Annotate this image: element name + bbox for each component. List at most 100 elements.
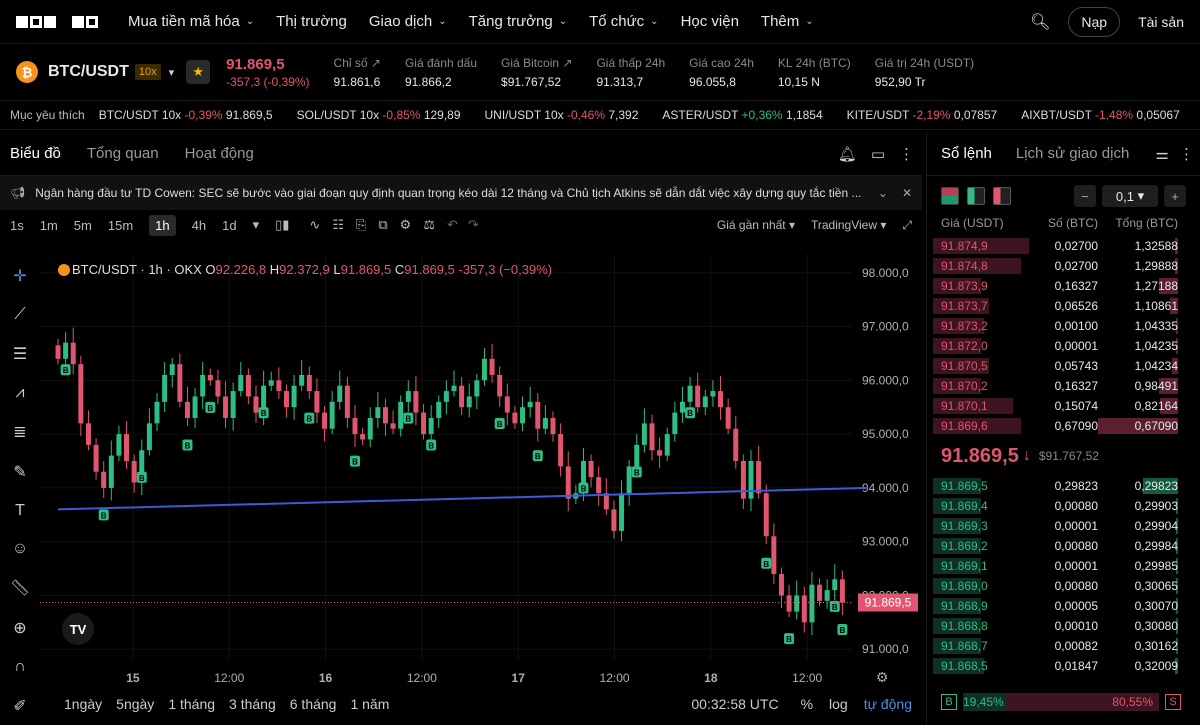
- tab-overview[interactable]: Tổng quan: [86, 145, 159, 162]
- nav-item-4[interactable]: Tổ chức ⌄: [589, 13, 658, 30]
- nav-item-5[interactable]: Học viện: [681, 13, 739, 30]
- lock-pencil-icon[interactable]: ✐: [13, 698, 27, 715]
- ruler-icon[interactable]: 📏︎: [9, 580, 31, 597]
- trendline-icon[interactable]: ⟋: [14, 306, 26, 323]
- deposit-button[interactable]: Nạp: [1068, 6, 1121, 37]
- view-bids-icon[interactable]: [967, 187, 985, 205]
- chevron-down-icon[interactable]: ⌄: [877, 186, 888, 200]
- step-select[interactable]: 0,1 ▾: [1102, 185, 1158, 207]
- more-icon[interactable]: ⋮: [899, 145, 914, 163]
- favorite-item[interactable]: BTC/USDT 10x -0,39% 91.869,5: [99, 108, 273, 122]
- bid-row[interactable]: 91.869,3 0,00001 0,29904: [927, 516, 1200, 536]
- range-button[interactable]: 5ngày: [116, 695, 155, 712]
- pair-name[interactable]: BTC/USDT: [48, 63, 129, 80]
- settings-icon[interactable]: ⚌: [1155, 145, 1169, 163]
- percent-toggle[interactable]: %: [800, 695, 814, 712]
- list-icon[interactable]: ☷: [332, 217, 344, 232]
- settings-gear-icon[interactable]: ⚙: [399, 217, 412, 232]
- bid-row[interactable]: 91.868,9 0,00005 0,30070: [927, 596, 1200, 616]
- tab-trade-history[interactable]: Lịch sử giao dịch: [1015, 145, 1130, 162]
- bid-row[interactable]: 91.868,7 0,00082 0,30162: [927, 636, 1200, 656]
- nav-item-2[interactable]: Giao dịch ⌄: [369, 13, 447, 30]
- price-chart[interactable]: 98.000,0 97.000,0 96.000,0 95.000,0 94.000,0…: [40, 254, 920, 684]
- favorite-item[interactable]: SOL/USDT 10x -0,85% 129,89: [297, 108, 461, 122]
- ask-row[interactable]: 91.870,5 0,05743 1,04234: [927, 356, 1200, 376]
- bid-row[interactable]: 91.869,4 0,00080 0,29903: [927, 496, 1200, 516]
- search-icon[interactable]: 🔍︎: [1030, 13, 1051, 31]
- indicator-icon[interactable]: ∿: [309, 217, 321, 232]
- ask-row[interactable]: 91.869,6 0,67090 0,67090: [927, 416, 1200, 436]
- timeframe-15m[interactable]: 15m: [107, 217, 134, 233]
- okx-logo[interactable]: [16, 15, 98, 28]
- magnet-icon[interactable]: ∩: [14, 658, 26, 675]
- view-asks-icon[interactable]: [993, 187, 1011, 205]
- range-button[interactable]: 1 năm: [350, 695, 390, 712]
- bid-row[interactable]: 91.868,5 0,01847 0,32009: [927, 656, 1200, 676]
- window-icon[interactable]: ▭: [870, 145, 885, 163]
- step-decrease-button[interactable]: −: [1074, 185, 1096, 207]
- ask-row[interactable]: 91.870,2 0,16327 0,98491: [927, 376, 1200, 396]
- layout-icon[interactable]: ⧉: [378, 217, 388, 232]
- range-button[interactable]: 3 tháng: [229, 695, 276, 712]
- template-icon[interactable]: ⎘: [355, 217, 367, 232]
- favorite-item[interactable]: ASTER/USDT +0,36% 1,1854: [662, 108, 822, 122]
- auto-scale-toggle[interactable]: tự động: [863, 695, 912, 712]
- pattern-icon[interactable]: ⩘: [15, 384, 25, 401]
- scale-icon[interactable]: ⚖: [423, 217, 435, 232]
- news-text[interactable]: Ngân hàng đầu tư TD Cowen: SEC sẽ bước v…: [35, 186, 862, 200]
- bid-row[interactable]: 91.869,1 0,00001 0,29985: [927, 556, 1200, 576]
- range-button[interactable]: 1 tháng: [168, 695, 216, 712]
- range-button[interactable]: 6 tháng: [289, 695, 337, 712]
- brush-icon[interactable]: ✎: [13, 464, 27, 481]
- tab-activity[interactable]: Hoạt động: [184, 145, 254, 162]
- favorite-item[interactable]: AIXBT/USDT -1,48% 0,05067: [1021, 108, 1180, 122]
- log-toggle[interactable]: log: [829, 695, 848, 712]
- ask-row[interactable]: 91.873,2 0,00100 1,04335: [927, 316, 1200, 336]
- emoji-icon[interactable]: ☺: [11, 540, 29, 557]
- close-icon[interactable]: ✕: [901, 186, 912, 200]
- text-icon[interactable]: T: [15, 502, 25, 519]
- nav-item-1[interactable]: Thị trường: [276, 13, 347, 30]
- bid-row[interactable]: 91.869,0 0,00080 0,30065: [927, 576, 1200, 596]
- timeframe-5m[interactable]: 5m: [73, 217, 92, 233]
- ask-row[interactable]: 91.870,1 0,15074 0,82164: [927, 396, 1200, 416]
- favorite-star-icon[interactable]: ★: [186, 60, 211, 84]
- bid-row[interactable]: 91.869,5 0,29823 0,29823: [927, 476, 1200, 496]
- chevron-down-icon[interactable]: ▾: [252, 217, 260, 232]
- ask-row[interactable]: 91.872,0 0,00001 1,04235: [927, 336, 1200, 356]
- more-icon[interactable]: ⋮: [1179, 145, 1194, 163]
- fib-icon[interactable]: ≣: [13, 424, 27, 441]
- timeframe-1d[interactable]: 1d: [222, 217, 237, 233]
- assets-menu[interactable]: Tài sản: [1138, 13, 1184, 30]
- chevron-down-icon[interactable]: ▾: [168, 66, 175, 79]
- bid-row[interactable]: 91.869,2 0,00080 0,29984: [927, 536, 1200, 556]
- price-type-select[interactable]: Giá gần nhất ▾: [716, 217, 795, 232]
- horizontal-lines-icon[interactable]: ☰: [12, 346, 28, 363]
- crosshair-icon[interactable]: ✛: [13, 268, 27, 285]
- fullscreen-icon[interactable]: ⤢: [902, 217, 912, 232]
- alert-add-icon[interactable]: 🔔︎: [837, 145, 857, 163]
- timeframe-1s[interactable]: 1s: [10, 217, 24, 233]
- nav-item-6[interactable]: Thêm ⌄: [761, 13, 814, 30]
- step-increase-button[interactable]: +: [1164, 185, 1186, 207]
- favorite-item[interactable]: UNI/USDT 10x -0,46% 7,392: [485, 108, 639, 122]
- undo-icon[interactable]: ↶: [446, 217, 458, 232]
- ask-row[interactable]: 91.874,8 0,02700 1,29888: [927, 256, 1200, 276]
- view-select[interactable]: TradingView ▾: [810, 217, 887, 232]
- tab-orderbook[interactable]: Sổ lệnh: [941, 145, 992, 162]
- candle-type-icon[interactable]: ▯▮: [275, 217, 290, 232]
- range-button[interactable]: 1ngày: [64, 695, 103, 712]
- timeframe-1h[interactable]: 1h: [149, 214, 176, 236]
- nav-item-0[interactable]: Mua tiền mã hóa ⌄: [128, 13, 254, 30]
- ask-row[interactable]: 91.873,7 0,06526 1,10861: [927, 296, 1200, 316]
- favorite-item[interactable]: KITE/USDT -2,19% 0,07857: [847, 108, 998, 122]
- timeframe-1m[interactable]: 1m: [39, 217, 58, 233]
- view-both-icon[interactable]: [941, 187, 959, 205]
- bid-row[interactable]: 91.868,8 0,00010 0,30080: [927, 616, 1200, 636]
- nav-item-3[interactable]: Tăng trưởng ⌄: [469, 13, 567, 30]
- tab-chart[interactable]: Biểu đồ: [10, 145, 61, 162]
- zoom-icon[interactable]: ⊕: [13, 620, 27, 637]
- redo-icon[interactable]: ↷: [467, 217, 479, 232]
- timeframe-4h[interactable]: 4h: [191, 217, 207, 233]
- ask-row[interactable]: 91.873,9 0,16327 1,27188: [927, 276, 1200, 296]
